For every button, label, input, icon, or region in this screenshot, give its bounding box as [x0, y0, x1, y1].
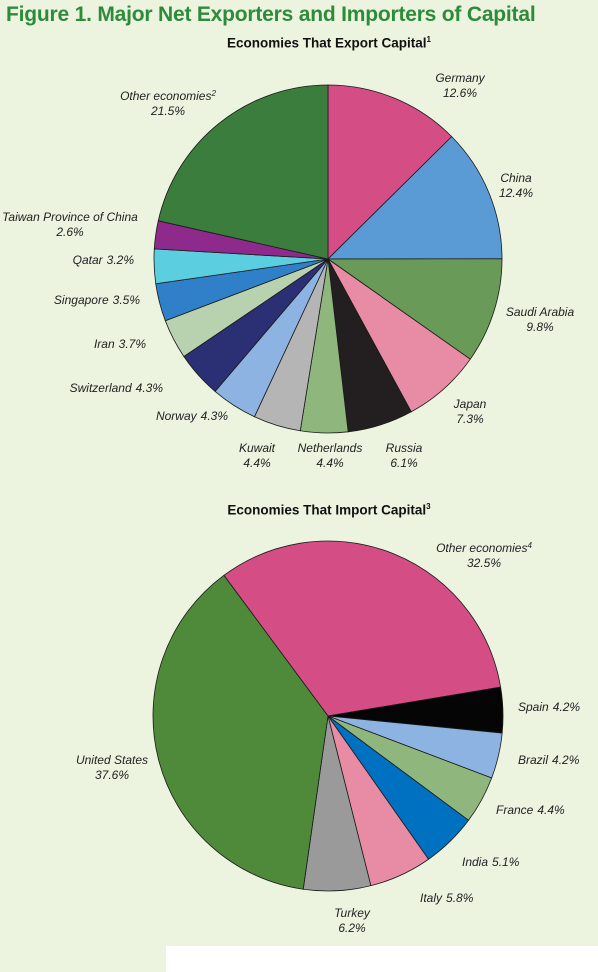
- importers-label-turkey: Turkey 6.2%: [334, 906, 371, 935]
- exporters-label-norway: Norway 4.3%: [156, 409, 228, 423]
- figure-title: Figure 1. Major Net Exporters and Import…: [6, 3, 536, 26]
- exporters-slice-china: [327, 136, 503, 260]
- exporters-slice-saudi-arabia: [326, 258, 503, 360]
- exporters-label-qatar: Qatar 3.2%: [73, 253, 135, 267]
- exporters-labels: Germany 12.6% China 12.4% Saudi Arabia 9.8% Ja…: [2, 71, 574, 470]
- importers-label-italy: Italy 5.8%: [420, 891, 474, 905]
- exporters-title-footnote: 1: [426, 35, 431, 44]
- importers-label-spain: Spain 4.2%: [518, 700, 580, 714]
- importers-title-footnote: 3: [426, 502, 431, 511]
- exporters-slice-other-economies: [157, 84, 329, 260]
- importers-label-india: India 5.1%: [462, 855, 520, 869]
- exporters-label-iran: Iran 3.7%: [94, 337, 146, 351]
- importers-chart-title: Economies That Import Capital3: [30, 502, 598, 518]
- exporters-label-taiwan-province-of-china: Taiwan Province of China 2.6%: [2, 210, 138, 239]
- importers-pie: [152, 540, 504, 892]
- importers-slice-united-states: [152, 574, 329, 890]
- importers-label-france: France 4.4%: [496, 803, 565, 817]
- exporters-label-saudi-arabia: Saudi Arabia 9.8%: [506, 305, 575, 334]
- exporters-pie: [153, 84, 503, 434]
- bottom-margin: [166, 946, 598, 972]
- exporters-chart-title: Economies That Export Capital1: [30, 35, 598, 51]
- importers-label-brazil: Brazil 4.2%: [518, 753, 580, 767]
- importers-label-other-economies: Other economies4 32.5%: [436, 541, 532, 570]
- importers-labels: Other economies4 32.5% Spain 4.2% Brazil 4.2%…: [76, 541, 580, 935]
- exporters-title-text: Economies That Export Capital: [227, 35, 427, 51]
- exporters-label-other-economies: Other economies2 21.5%: [120, 89, 216, 118]
- exporters-label-china: China 12.4%: [499, 171, 533, 200]
- exporters-label-japan: Japan 7.3%: [453, 397, 487, 426]
- importers-slice-other-economies: [223, 540, 502, 717]
- exporters-label-netherlands: Netherlands 4.4%: [298, 441, 363, 470]
- exporters-label-russia: Russia 6.1%: [386, 441, 423, 470]
- exporters-slice-germany: [327, 84, 453, 260]
- exporters-label-switzerland: Switzerland 4.3%: [70, 381, 164, 395]
- exporters-label-singapore: Singapore 3.5%: [54, 293, 140, 307]
- importers-label-united-states: United States 37.6%: [76, 753, 148, 782]
- exporters-label-germany: Germany 12.6%: [435, 71, 485, 100]
- importers-title-text: Economies That Import Capital: [227, 502, 427, 518]
- exporters-label-kuwait: Kuwait 4.4%: [239, 441, 276, 470]
